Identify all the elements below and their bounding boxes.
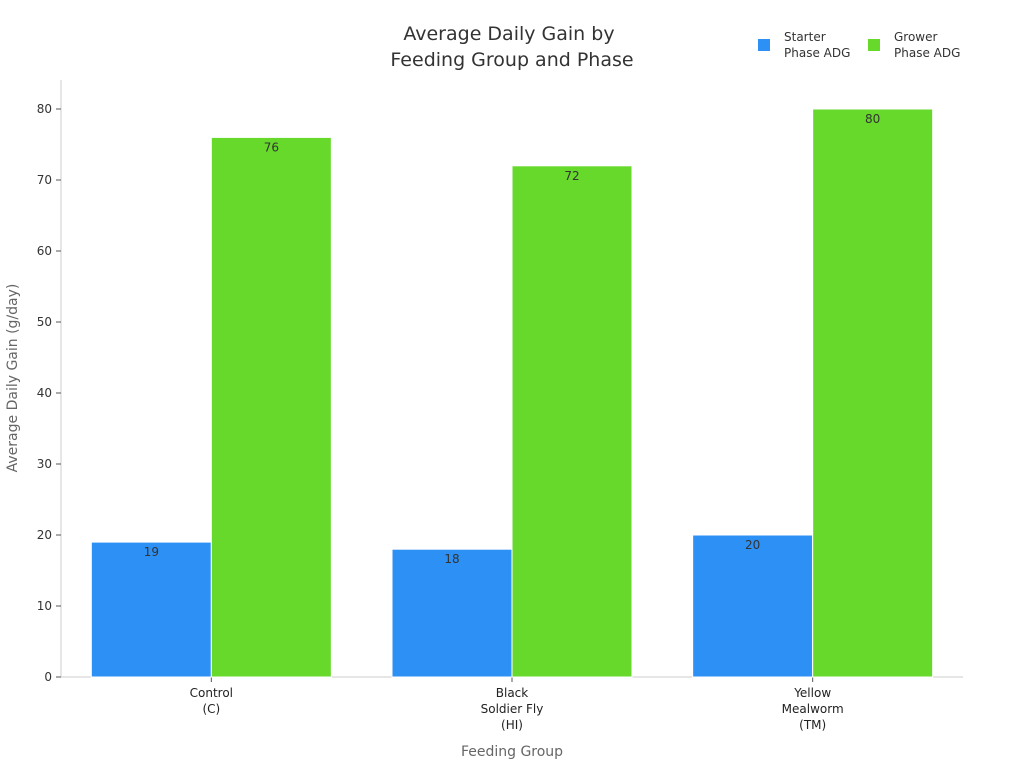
x-tick-label-line: Soldier Fly	[481, 702, 544, 716]
data-label: 20	[745, 538, 760, 552]
bar-series-2-cat-2	[511, 165, 633, 678]
y-axis-title: Average Daily Gain (g/day)	[5, 284, 21, 473]
legend-label: Starter Phase ADG	[784, 30, 850, 60]
y-tick-label: 20	[37, 528, 52, 542]
y-tick-label: 40	[37, 386, 52, 400]
data-label: 76	[264, 140, 279, 154]
legend-swatch	[868, 39, 880, 51]
x-tick-label: Control (C)	[190, 686, 233, 716]
x-tick-label-line: Yellow	[793, 686, 831, 700]
x-tick-label-line: (HI)	[501, 718, 523, 732]
x-tick-label: Yellow Mealworm (TM)	[782, 686, 844, 732]
x-tick-label-line: Mealworm	[782, 702, 844, 716]
data-label: 19	[144, 545, 159, 559]
legend-label-line: Phase ADG	[894, 46, 960, 60]
chart-title-line-2: Feeding Group and Phase	[390, 49, 633, 71]
y-tick-label: 30	[37, 457, 52, 471]
axes: 0 10 20 30 40 50 60 70 80 Control (C) Black Soldier …	[37, 80, 963, 732]
chart-title: Average Daily Gain by Feeding Group and …	[390, 23, 633, 71]
legend-label-line: Phase ADG	[784, 46, 850, 60]
legend-label: Grower Phase ADG	[894, 30, 960, 60]
legend-label-line: Starter	[784, 30, 826, 44]
y-tick-label: 0	[44, 670, 52, 684]
x-tick-label: Black Soldier Fly (HI)	[481, 686, 544, 732]
data-label: 72	[564, 169, 579, 183]
bar-series-1-cat-1	[90, 541, 212, 678]
y-tick-label: 10	[37, 599, 52, 613]
x-tick-label-line: (C)	[202, 702, 220, 716]
data-label: 80	[865, 112, 880, 126]
x-axis-title: Feeding Group	[461, 744, 563, 760]
y-tick-label: 70	[37, 173, 52, 187]
data-labels: 19 76 18 72 20 80	[144, 112, 881, 566]
bar-series-2-cat-3	[812, 108, 934, 678]
bar-series-2-cat-1	[210, 136, 332, 678]
legend: Starter Phase ADG Grower Phase ADG	[758, 30, 960, 60]
x-tick-label-line: Control	[190, 686, 233, 700]
bar-series-1-cat-2	[391, 548, 513, 678]
chart-title-line-1: Average Daily Gain by	[403, 23, 614, 45]
x-tick-label-line: Black	[496, 686, 529, 700]
data-label: 18	[444, 552, 459, 566]
y-tick-label: 50	[37, 315, 52, 329]
y-tick-label: 60	[37, 244, 52, 258]
bars	[90, 108, 934, 678]
x-tick-label-line: (TM)	[799, 718, 826, 732]
y-tick-label: 80	[37, 102, 52, 116]
legend-swatch	[758, 39, 770, 51]
legend-label-line: Grower	[894, 30, 938, 44]
bar-series-1-cat-3	[692, 534, 814, 678]
